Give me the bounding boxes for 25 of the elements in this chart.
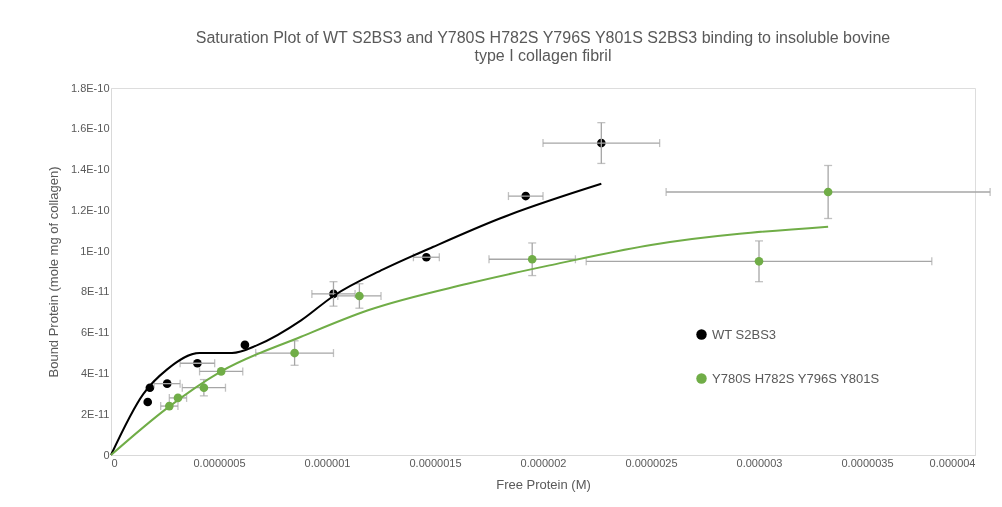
y-tick-label: 2E-11 xyxy=(80,407,110,420)
y-tick-label: 1.6E-10 xyxy=(70,122,110,135)
y-tick-label: 0 xyxy=(103,448,110,461)
x-tick-label: 0.000004 xyxy=(929,456,976,469)
chart-title: Saturation Plot of WT S2BS3 and Y780S H782S Y796S Y801S S2BS3 binding to insoluble bovine type I collagen fibril xyxy=(195,29,891,64)
y-tick-label: 6E-11 xyxy=(80,326,110,339)
x-axis-title: Free Protein (M) xyxy=(496,476,591,492)
x-tick-label: 0.000001 xyxy=(304,456,351,469)
x-tick-label: 0.0000015 xyxy=(409,456,462,469)
x-tick-label: 0.0000005 xyxy=(193,456,246,469)
x-tick-label: 0.0000025 xyxy=(625,456,678,469)
y-tick-label: 4E-11 xyxy=(80,366,110,379)
y-tick-label: 1.4E-10 xyxy=(70,163,110,176)
line-series xyxy=(110,182,603,456)
y-tick-label: 1E-10 xyxy=(80,244,110,257)
y-tick-label: 8E-11 xyxy=(80,285,110,298)
y-axis-title: Bound Protein (mole mg of collagen) xyxy=(45,166,61,378)
y-tick-label: 1.2E-10 xyxy=(70,203,110,216)
x-tick-label: 0.0000035 xyxy=(841,456,894,469)
legend-label: Y780S H782S Y796S Y801S xyxy=(712,370,880,386)
x-tick-label: 0.000003 xyxy=(736,456,783,469)
x-tick-label: 0 xyxy=(111,456,118,469)
x-tick-label: 0.000002 xyxy=(520,456,567,469)
y-tick-label: 1.8E-10 xyxy=(70,81,110,94)
legend-label: WT S2BS3 xyxy=(712,326,777,342)
